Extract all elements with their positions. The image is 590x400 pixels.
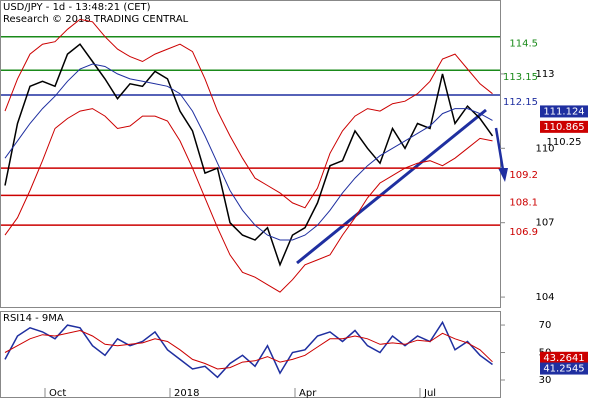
x-tick-label: Apr [299,388,317,399]
x-tick-label: Jul [423,388,436,399]
level-label: 113.15 [503,72,538,83]
price-tag-label: 111.124 [543,106,584,117]
level-label: 112.15 [503,97,538,108]
series-line [4,43,494,267]
series-line [4,108,493,293]
projection-arrow [494,127,505,171]
series-line [4,320,493,379]
level-label: 114.5 [509,39,538,50]
series-line [4,18,493,209]
price-panel [0,0,501,308]
x-tick-label: Oct [49,388,66,399]
series-line [4,329,493,370]
y-tick-label: 107 [535,218,554,229]
y-tick-label: 113 [535,69,554,80]
price-tag [540,351,588,364]
level-label: 106.9 [509,227,538,238]
trend-line [296,108,487,265]
x-tick-label: 2018 [174,388,199,399]
price-tag-label: 41.2545 [543,364,584,375]
y-tick-label: 110 [535,143,554,154]
rsi-panel [0,311,501,398]
series-line [4,63,493,241]
level-label: 109.2 [509,170,538,181]
level-label: 108.1 [509,197,538,208]
last-price: 110.25 [547,137,582,148]
price-tag [540,362,588,375]
price-tag [540,120,588,133]
y-tick-label: 70 [539,320,552,331]
arrow-head [498,168,508,182]
chart-subtitle: Research © 2018 TRADING CENTRAL [3,14,189,25]
rsi-title: RSI14 - 9MA [3,313,64,324]
chart-title: USD/JPY - 1d - 13:48:21 (CET) [3,2,151,13]
y-tick-label: 30 [539,375,552,386]
price-tag-label: 110.865 [543,122,584,133]
price-tag [540,105,588,118]
y-tick-label: 104 [535,292,554,303]
price-tag-label: 43.2641 [543,353,584,364]
